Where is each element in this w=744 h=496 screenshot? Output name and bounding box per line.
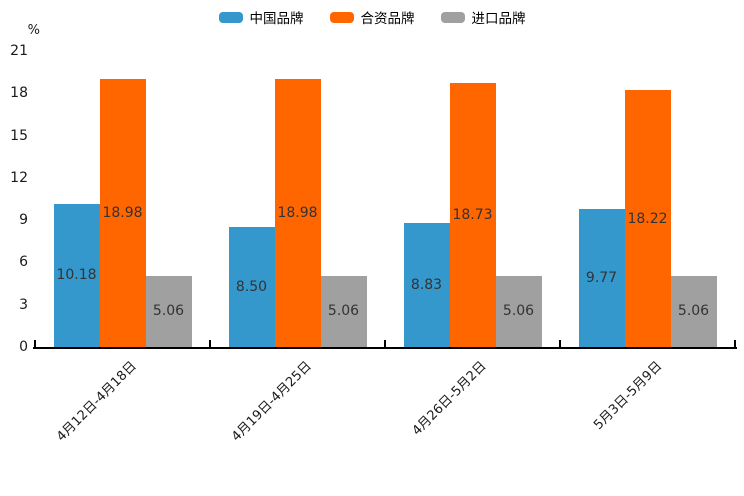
bar-value-label: 5.06	[152, 303, 185, 320]
legend-swatch	[440, 11, 465, 23]
bar-value-label: 10.18	[56, 267, 97, 284]
bar-合资品牌-1: 18.98	[274, 79, 321, 347]
bar-中国品牌-2: 8.83	[403, 222, 450, 347]
y-tick-label: 21	[10, 43, 28, 59]
legend-label: 合资品牌	[360, 11, 415, 27]
legend-label: 进口品牌	[471, 11, 526, 27]
legend: 中国品牌 合资品牌 进口品牌	[0, 7, 744, 27]
bar-中国品牌-3: 9.77	[578, 209, 625, 347]
y-tick-label: 0	[19, 339, 28, 355]
bar-value-label: 5.06	[677, 303, 710, 320]
x-category-label: 5月3日-5月9日	[590, 358, 665, 433]
bar-value-label: 18.98	[277, 205, 318, 222]
x-category-label: 4月19日-4月25日	[229, 358, 315, 445]
x-axis-tick	[209, 340, 211, 347]
legend-swatch	[218, 11, 243, 23]
x-axis-tick	[384, 340, 386, 347]
bar-进口品牌-0: 5.06	[145, 275, 192, 347]
bar-value-label: 18.73	[452, 206, 493, 223]
bar-进口品牌-1: 5.06	[320, 275, 367, 347]
bar-value-label: 5.06	[327, 303, 360, 320]
bar-合资品牌-0: 18.98	[99, 79, 146, 347]
y-tick-label: 12	[10, 169, 28, 186]
legend-item-0[interactable]: 中国品牌	[218, 7, 304, 27]
y-tick-label: 15	[10, 127, 28, 144]
x-category-label: 4月12日-4月18日	[54, 358, 140, 445]
bar-value-label: 8.50	[235, 279, 268, 296]
bar-value-label: 9.77	[585, 270, 618, 287]
legend-item-1[interactable]: 合资品牌	[329, 7, 415, 27]
legend-swatch	[329, 11, 354, 23]
bar-合资品牌-3: 18.22	[624, 90, 671, 347]
legend-item-2[interactable]: 进口品牌	[440, 7, 526, 27]
bar-value-label: 18.98	[102, 205, 143, 222]
x-axis-line	[33, 347, 737, 349]
x-axis-tick	[34, 340, 36, 347]
bar-进口品牌-3: 5.06	[670, 275, 717, 347]
bar-value-label: 18.22	[627, 210, 668, 227]
x-axis-tick	[559, 340, 561, 347]
y-tick-label: 3	[19, 296, 28, 313]
y-axis-unit-label: %	[27, 23, 40, 38]
y-tick-label: 6	[19, 254, 28, 271]
x-category-label: 4月26日-5月2日	[409, 358, 490, 439]
y-tick-label: 18	[10, 85, 28, 102]
bar-中国品牌-0: 10.18	[53, 203, 100, 347]
legend-label: 中国品牌	[249, 11, 304, 27]
x-axis-tick	[734, 340, 736, 347]
bar-合资品牌-2: 18.73	[449, 82, 496, 347]
bar-进口品牌-2: 5.06	[495, 275, 542, 347]
bar-value-label: 8.83	[410, 276, 443, 293]
bar-中国品牌-1: 8.50	[228, 227, 275, 347]
bar-value-label: 5.06	[502, 303, 535, 320]
y-tick-label: 9	[19, 212, 28, 229]
